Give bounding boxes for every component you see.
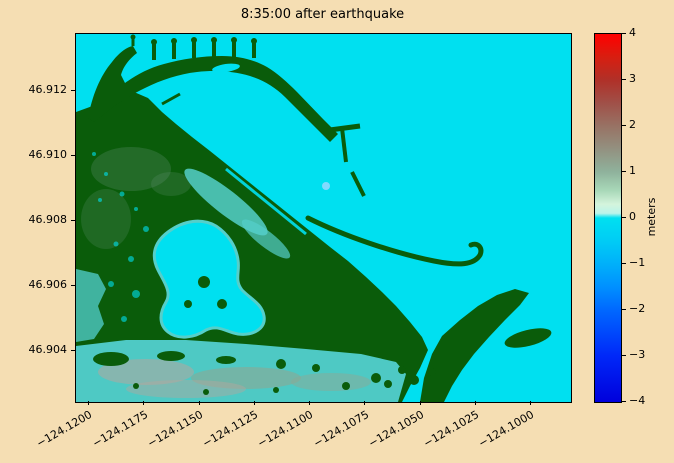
tidal-flats — [76, 269, 406, 402]
colorbar-tick-label: −2 — [629, 302, 646, 315]
y-tickmark — [71, 154, 75, 156]
plot-title: 8:35:00 after earthquake — [240, 7, 405, 22]
colorbar-tick-label: 3 — [629, 72, 636, 85]
x-tick-label-text: −124.1000 — [476, 408, 537, 451]
colorbar-tick-label: −1 — [629, 256, 646, 269]
colorbar-tickmark — [622, 33, 626, 34]
t-dock — [321, 123, 366, 197]
x-tick-label-text: −124.1175 — [89, 408, 150, 451]
x-tick-label-text: −124.1125 — [200, 408, 261, 451]
colorbar-tickmark — [622, 125, 626, 126]
plot-area — [75, 33, 572, 403]
basin-dock — [161, 92, 181, 106]
colorbar-tickmark — [622, 263, 626, 264]
colorbar-tickmark — [622, 217, 626, 218]
colorbar-tick-label: 4 — [629, 26, 636, 39]
colorbar-tick-label: 0 — [629, 210, 636, 223]
x-tickmark — [143, 401, 145, 405]
map-canvas — [76, 34, 571, 402]
x-tickmark — [309, 401, 311, 405]
x-tick-label-text: −124.1100 — [255, 408, 316, 451]
x-tickmark — [419, 401, 421, 405]
land-speckles — [92, 152, 149, 322]
breakwater — [305, 215, 484, 267]
colorbar-tickmark — [622, 79, 626, 80]
x-tickmark — [88, 401, 90, 405]
colorbar-label: meters — [645, 197, 658, 237]
x-tick-label-text: −124.1200 — [34, 408, 95, 451]
buoy-dot — [322, 182, 330, 190]
y-tick-label: 46.904 — [28, 342, 68, 356]
x-tickmark — [253, 401, 255, 405]
x-tick-label-text: −124.1025 — [421, 408, 482, 451]
colorbar-tickmark — [622, 355, 626, 356]
marsh-area — [152, 167, 307, 339]
jetty-piers — [130, 34, 257, 60]
colorbar-gradient — [595, 34, 621, 402]
colorbar-tick-label: 2 — [629, 118, 636, 131]
colorbar-tick-label: −4 — [629, 394, 646, 407]
x-tickmark — [530, 401, 531, 405]
y-tick-label: 46.906 — [28, 277, 68, 291]
x-tick-label-text: −124.1075 — [310, 408, 371, 451]
spit-pond — [212, 63, 240, 73]
y-tickmark — [71, 219, 75, 221]
south-point — [384, 289, 552, 402]
colorbar-tick-label: 1 — [629, 164, 636, 177]
y-tick-label: 46.910 — [28, 147, 68, 161]
y-tickmark — [71, 89, 75, 91]
colorbar-tick-label: −3 — [629, 348, 646, 361]
x-tick-label-text: −124.1150 — [145, 408, 206, 451]
x-tickmark — [198, 401, 200, 405]
x-tickmark — [474, 401, 476, 405]
colorbar-tickmark — [622, 309, 626, 310]
colorbar-tickmark — [622, 171, 626, 172]
y-tickmark — [71, 284, 75, 286]
y-tick-label: 46.908 — [28, 212, 68, 226]
colorbar — [594, 33, 622, 403]
north-spit — [88, 46, 338, 142]
colorbar-tickmark — [622, 401, 626, 402]
x-tickmark — [364, 401, 366, 405]
y-tick-label: 46.912 — [28, 82, 68, 96]
x-tick-label-text: −124.1050 — [366, 408, 426, 451]
y-tickmark — [71, 349, 75, 351]
